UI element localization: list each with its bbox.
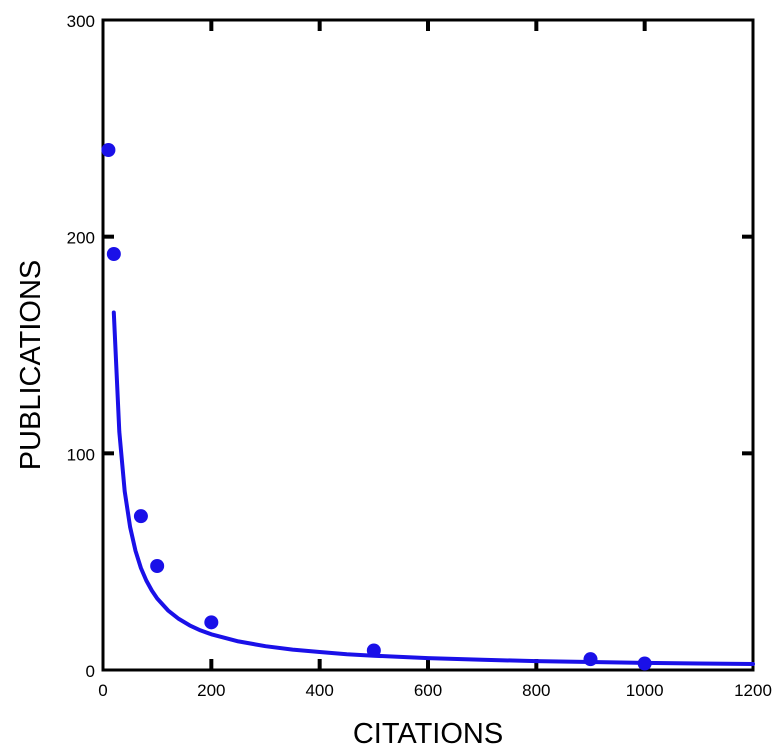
data-point xyxy=(101,143,116,157)
data-point xyxy=(150,559,165,573)
y-tick-label: 0 xyxy=(86,662,95,681)
x-tick-label: 600 xyxy=(414,681,442,700)
y-tick-label: 200 xyxy=(67,229,95,248)
data-point xyxy=(204,615,219,630)
x-tick-label: 400 xyxy=(305,681,333,700)
plot-frame xyxy=(101,18,755,672)
x-tick-label: 200 xyxy=(197,681,225,700)
data-point xyxy=(133,509,148,524)
data-point xyxy=(583,652,598,667)
x-tick-label: 0 xyxy=(98,681,107,700)
x-axis-title: CITATIONS xyxy=(353,718,503,750)
x-tick-label: 1200 xyxy=(734,681,772,700)
y-tick-label: 100 xyxy=(67,445,95,464)
x-tick-label: 1000 xyxy=(626,681,664,700)
x-tick-label: 800 xyxy=(522,681,550,700)
y-tick-label: 300 xyxy=(67,12,95,31)
fit-curve xyxy=(111,310,755,666)
data-point xyxy=(106,247,121,261)
data-point xyxy=(637,656,652,671)
data-point xyxy=(366,643,381,658)
y-axis-title: PUBLICATIONS xyxy=(15,260,47,471)
